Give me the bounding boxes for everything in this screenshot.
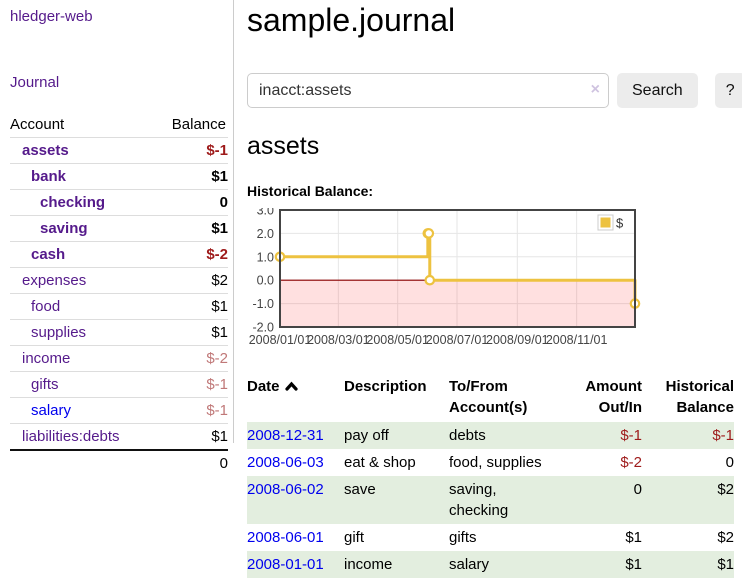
- register-header-amount: Amount Out/In: [585, 378, 642, 416]
- svg-text:-2.0: -2.0: [252, 321, 274, 335]
- accounts-table: Account Balance assets $-1 bank $1 checking 0…: [10, 112, 228, 476]
- account-balance: $1: [154, 293, 228, 320]
- account-balance: $-2: [154, 241, 228, 268]
- account-link[interactable]: income: [22, 350, 71, 367]
- svg-text:2.0: 2.0: [257, 227, 274, 241]
- search-input[interactable]: [247, 73, 609, 108]
- search-button[interactable]: Search: [617, 73, 698, 108]
- account-balance: $1: [154, 215, 228, 242]
- register-row[interactable]: 2008-06-02 save saving, checking 0 $2: [247, 476, 734, 524]
- accounts-total-row: 0: [10, 449, 228, 476]
- accounts-total-value: 0: [154, 449, 228, 476]
- account-row: expenses $2: [10, 267, 228, 294]
- register-row[interactable]: 2008-01-01 income salary $1 $1: [247, 551, 734, 578]
- account-row: saving $1: [10, 215, 228, 242]
- register-date-link[interactable]: 2008-01-01: [247, 556, 324, 573]
- svg-text:2008/01/01: 2008/01/01: [249, 333, 312, 347]
- account-link[interactable]: expenses: [22, 272, 87, 289]
- account-link[interactable]: saving: [40, 220, 88, 237]
- register-table-body: 2008-12-31 pay off debts $-1 $-1 2008-06-03 ea…: [247, 422, 734, 578]
- sidebar: hledger-web Journal Account Balance asse…: [0, 0, 233, 582]
- svg-text:2008/05/01: 2008/05/01: [366, 333, 429, 347]
- account-row: gifts $-1: [10, 371, 228, 398]
- account-row: salary $-1: [10, 397, 228, 424]
- help-button[interactable]: ?: [714, 73, 742, 108]
- account-row: assets $-1: [10, 137, 228, 164]
- account-balance: $2: [154, 267, 228, 294]
- register-date-link[interactable]: 2008-06-03: [247, 454, 324, 471]
- register-row[interactable]: 2008-06-03 eat & shop food, supplies $-2 0: [247, 454, 734, 471]
- account-balance: $1: [154, 319, 228, 346]
- svg-text:2008/07/01: 2008/07/01: [426, 333, 489, 347]
- account-row: liabilities:debts $1: [10, 423, 228, 451]
- register-header-description: Description: [344, 378, 427, 395]
- account-balance: $-1: [154, 371, 228, 398]
- app-title-link[interactable]: hledger-web: [10, 8, 93, 25]
- account-row: cash $-2: [10, 241, 228, 268]
- account-link[interactable]: assets: [22, 142, 69, 159]
- account-balance: $-1: [154, 397, 228, 424]
- account-balance: $1: [154, 423, 228, 451]
- register-row[interactable]: 2008-12-31 pay off debts $-1 $-1: [247, 422, 734, 449]
- clear-search-icon[interactable]: ×: [590, 81, 600, 98]
- svg-text:0.0: 0.0: [257, 274, 274, 288]
- account-row: bank $1: [10, 163, 228, 190]
- account-link[interactable]: liabilities:debts: [22, 428, 120, 445]
- register-header-date[interactable]: Date: [247, 374, 344, 422]
- register-header-accounts: To/From Account(s): [449, 378, 528, 416]
- register-date-link[interactable]: 2008-12-31: [247, 427, 324, 444]
- svg-text:3.0: 3.0: [257, 208, 274, 218]
- account-row: supplies $1: [10, 319, 228, 346]
- sidebar-item-journal[interactable]: Journal: [10, 74, 60, 91]
- page-title: sample.journal: [247, 2, 456, 38]
- accounts-header-balance: Balance: [154, 112, 228, 138]
- register-header-row: Date Description To/From Account(s) Amou…: [247, 374, 734, 422]
- register-date-link[interactable]: 2008-06-02: [247, 481, 324, 498]
- register-table: Date Description To/From Account(s) Amou…: [247, 374, 734, 578]
- account-row: checking 0: [10, 189, 228, 216]
- register-date-link[interactable]: 2008-06-01: [247, 529, 324, 546]
- sort-ascending-icon: [284, 377, 298, 398]
- account-link[interactable]: food: [31, 298, 61, 315]
- sidebar-divider: [233, 0, 234, 443]
- account-row: income $-2: [10, 345, 228, 372]
- account-heading: assets: [247, 132, 320, 160]
- svg-text:2008/11/01: 2008/11/01: [546, 333, 608, 347]
- search-form: × Search ?: [247, 73, 742, 108]
- account-balance: $-1: [154, 137, 228, 164]
- balance-chart: $3.0 2.0 1.0 0.0 -1.0 -2.02008/01/012008/03/0…: [249, 204, 641, 347]
- account-row: food $1: [10, 293, 228, 320]
- register-header-balance: Historical Balance: [665, 378, 734, 416]
- svg-text:-1.0: -1.0: [252, 297, 274, 311]
- svg-text:1.0: 1.0: [257, 250, 274, 264]
- accounts-header-row: Account Balance: [10, 112, 228, 138]
- accounts-total-spacer: [10, 449, 155, 476]
- account-balance: $1: [154, 163, 228, 190]
- account-balance: 0: [154, 189, 228, 216]
- accounts-header-account: Account: [10, 112, 155, 138]
- main-content: sample.journal × Search ? assets Histori…: [233, 0, 742, 582]
- account-link[interactable]: bank: [31, 168, 67, 185]
- account-link[interactable]: salary: [31, 402, 72, 419]
- account-balance: $-2: [154, 345, 228, 372]
- chart-title: Historical Balance:: [247, 183, 374, 199]
- search-box: ×: [247, 73, 609, 108]
- account-link[interactable]: gifts: [31, 376, 59, 393]
- svg-text:2008/09/01: 2008/09/01: [486, 333, 549, 347]
- account-link[interactable]: checking: [40, 194, 106, 211]
- register-row[interactable]: 2008-06-01 gift gifts $1 $2: [247, 529, 734, 546]
- account-link[interactable]: cash: [31, 246, 66, 263]
- svg-text:$: $: [616, 216, 624, 231]
- accounts-table-body: assets $-1 bank $1 checking 0 saving $1 cash $-2 e…: [10, 137, 228, 451]
- account-link[interactable]: supplies: [31, 324, 87, 341]
- svg-text:2008/03/01: 2008/03/01: [307, 333, 370, 347]
